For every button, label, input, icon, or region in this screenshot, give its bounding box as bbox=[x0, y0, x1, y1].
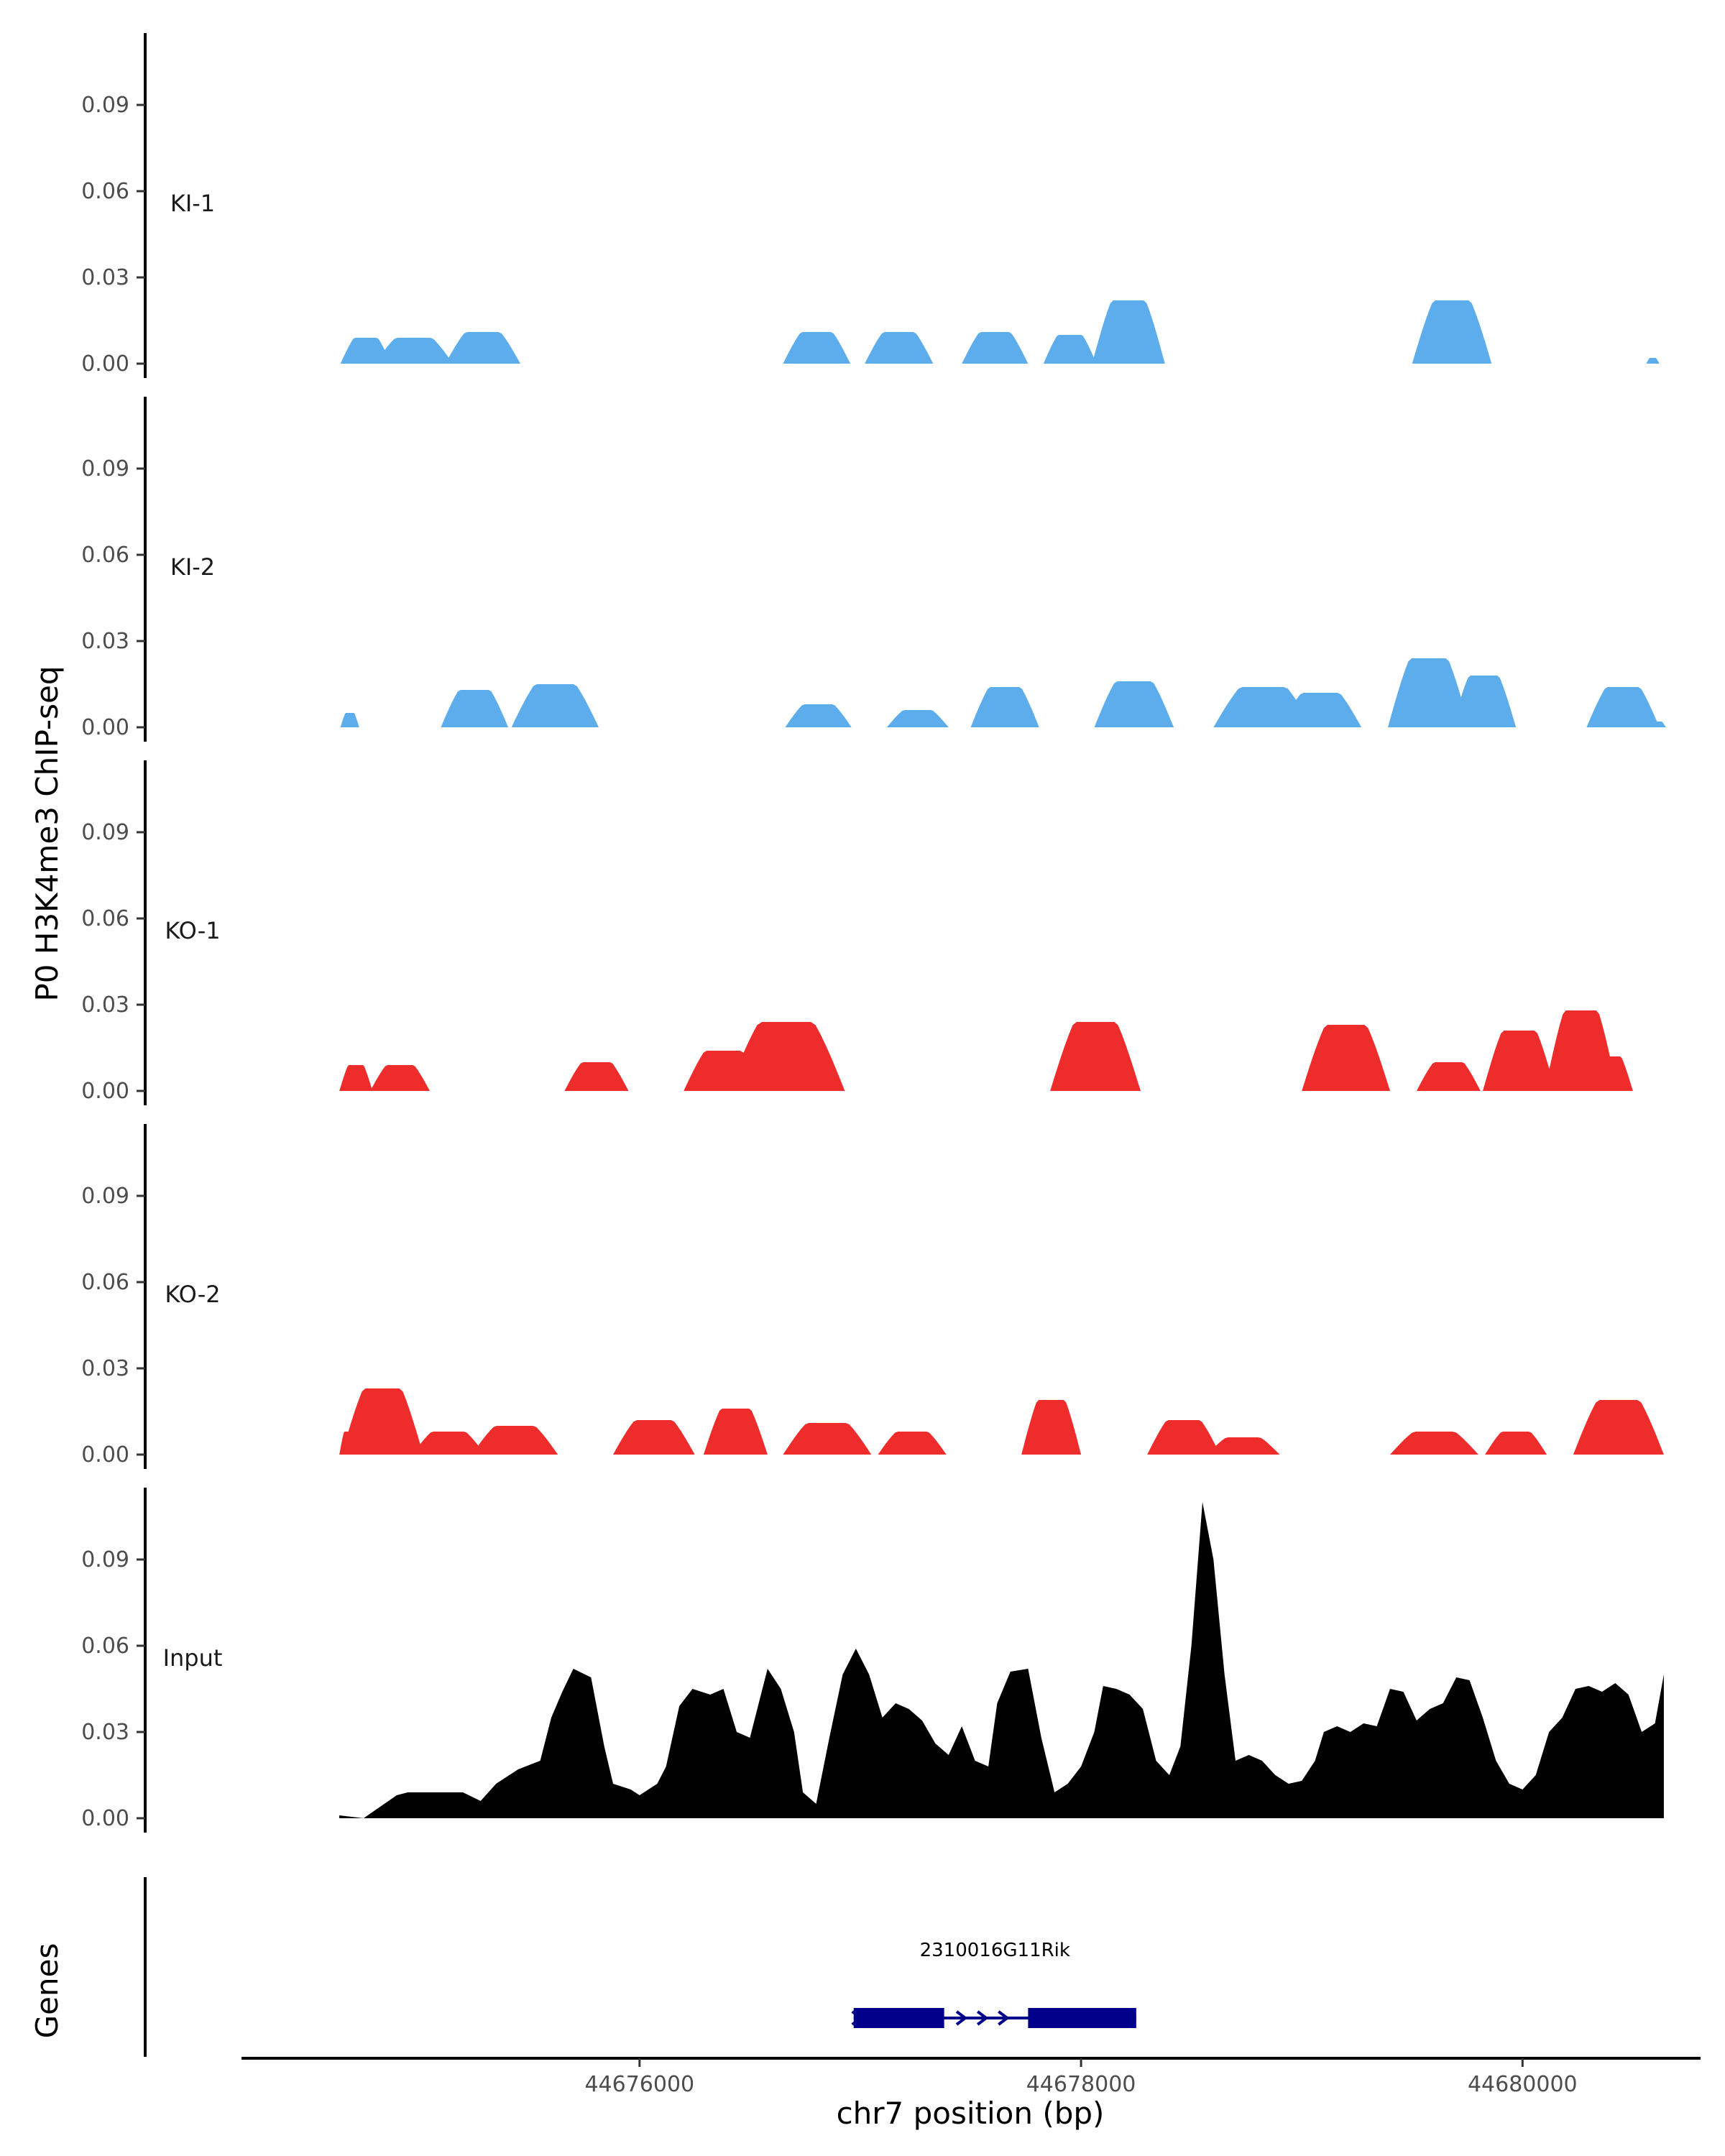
genes-axis-title: Genes bbox=[29, 1943, 65, 2039]
input-track-label: Input bbox=[163, 1644, 223, 1672]
input-y-tick-label: 0.06 bbox=[81, 1634, 129, 1659]
gene-exon bbox=[853, 2008, 944, 2028]
ko-1-y-tick-label: 0.06 bbox=[81, 906, 129, 931]
ki-2-peak bbox=[1650, 722, 1666, 727]
ko-1-peak bbox=[727, 1022, 845, 1091]
ki-2-peak bbox=[970, 687, 1039, 727]
ko-2-peak bbox=[1573, 1400, 1664, 1455]
gene-track: 2310016G11Rik bbox=[144, 1877, 1136, 2057]
ki-2-peak bbox=[1279, 693, 1362, 727]
ki-2-y-tick-label: 0.03 bbox=[81, 629, 129, 654]
strand-arrow bbox=[998, 2010, 1010, 2026]
ki-2-peak bbox=[340, 713, 359, 727]
ki-1-peak bbox=[1646, 358, 1660, 364]
ki-2-peak bbox=[511, 684, 599, 727]
ki-1-peak bbox=[1043, 335, 1097, 364]
ko-2-peak bbox=[878, 1432, 947, 1455]
input-y-tick-label: 0.09 bbox=[81, 1547, 129, 1572]
strand-arrow bbox=[976, 2010, 989, 2026]
gene-exon bbox=[1028, 2008, 1136, 2028]
ki-1-peak bbox=[865, 332, 934, 364]
x-axis-title: chr7 position (bp) bbox=[837, 2096, 1105, 2131]
ko-1-track-label: KO-1 bbox=[165, 917, 220, 944]
ki-1-peak bbox=[962, 332, 1029, 364]
ko-2-peak bbox=[1021, 1400, 1082, 1455]
input-y-tick-label: 0.03 bbox=[81, 1720, 129, 1745]
ki-2-peak bbox=[441, 690, 509, 727]
ki-1-y-tick-label: 0.03 bbox=[81, 265, 129, 290]
x-tick-label: 44680000 bbox=[1468, 2072, 1578, 2097]
ki-1-track-label: KI-1 bbox=[170, 190, 215, 217]
ki-2-y-tick-label: 0.00 bbox=[81, 715, 129, 740]
ki-1-peak bbox=[1412, 300, 1492, 364]
ki-2-peak bbox=[1586, 687, 1660, 727]
ko-2-peak bbox=[783, 1423, 872, 1455]
ki-2-y-tick-label: 0.06 bbox=[81, 543, 129, 568]
ko-1-y-tick-label: 0.00 bbox=[81, 1079, 129, 1104]
input-y-tick-label: 0.00 bbox=[81, 1806, 129, 1831]
ki-1-y-tick-label: 0.06 bbox=[81, 179, 129, 204]
ki-2-peak bbox=[785, 704, 852, 727]
ko-1-y-tick-label: 0.09 bbox=[81, 820, 129, 845]
ki-1-peak bbox=[783, 332, 851, 364]
ko-2-peak bbox=[1147, 1420, 1220, 1455]
gene-name-label: 2310016G11Rik bbox=[920, 1940, 1070, 1961]
track-input: 0.00 0.03 0.06 0.09 Input bbox=[81, 1488, 1664, 1833]
ko-1-peak bbox=[1050, 1022, 1141, 1091]
ki-1-peak bbox=[374, 338, 454, 364]
track-ko-1: 0.00 0.03 0.06 0.09 KO-1 bbox=[81, 760, 1633, 1105]
ko-2-peak bbox=[1390, 1432, 1478, 1455]
ko-2-y-tick-label: 0.06 bbox=[81, 1270, 129, 1295]
ko-1-peak bbox=[1302, 1025, 1390, 1091]
ko-2-peak bbox=[613, 1420, 695, 1455]
ko-2-peak bbox=[703, 1409, 768, 1455]
ki-1-peak bbox=[445, 332, 520, 364]
ko-1-peak bbox=[564, 1062, 629, 1091]
x-tick-label: 44676000 bbox=[584, 2072, 694, 2097]
input-coverage-area bbox=[339, 1502, 1664, 1818]
ki-2-y-tick-label: 0.09 bbox=[81, 456, 129, 482]
ki-2-track-label: KI-2 bbox=[170, 553, 215, 581]
ko-1-y-tick-label: 0.03 bbox=[81, 992, 129, 1018]
ki-2-peak bbox=[1094, 681, 1174, 727]
x-tick-label: 44678000 bbox=[1026, 2072, 1136, 2097]
ko-1-peak bbox=[1483, 1031, 1556, 1091]
ko-2-peak bbox=[472, 1426, 558, 1455]
ko-2-peak bbox=[412, 1432, 485, 1455]
y-axis-title: P0 H3K4me3 ChIP-seq bbox=[29, 665, 65, 1001]
track-ki-2: 0.00 0.03 0.06 0.09 KI-2 bbox=[81, 397, 1666, 742]
ko-2-peak bbox=[1485, 1432, 1547, 1455]
ko-1-peak bbox=[1416, 1062, 1481, 1091]
ki-1-peak bbox=[1092, 300, 1165, 364]
track-ki-1: 0.00 0.03 0.06 0.09 KI-1 bbox=[81, 33, 1660, 378]
ko-1-peak bbox=[1588, 1056, 1633, 1091]
ki-2-peak bbox=[1388, 658, 1470, 727]
ko-2-track-label: KO-2 bbox=[165, 1281, 220, 1308]
ki-1-y-tick-label: 0.09 bbox=[81, 93, 129, 118]
tracks-layer: 0.00 0.03 0.06 0.09 KI-1 0.00 0.03 0.06 0.09 KI-2… bbox=[81, 33, 1666, 1833]
strand-arrow bbox=[955, 2010, 968, 2026]
ki-2-peak bbox=[1452, 676, 1517, 727]
ko-2-y-tick-label: 0.09 bbox=[81, 1184, 129, 1209]
ko-2-y-tick-label: 0.03 bbox=[81, 1356, 129, 1381]
ko-2-peak bbox=[1207, 1437, 1280, 1455]
ko-2-peak bbox=[341, 1388, 423, 1455]
x-axis: 44676000 44678000 44680000 bbox=[242, 2057, 1701, 2097]
ki-1-y-tick-label: 0.00 bbox=[81, 351, 129, 377]
track-ko-2: 0.00 0.03 0.06 0.09 KO-2 bbox=[81, 1124, 1664, 1469]
ki-2-peak bbox=[886, 710, 949, 727]
ko-2-y-tick-label: 0.00 bbox=[81, 1442, 129, 1468]
ko-1-peak bbox=[339, 1065, 373, 1091]
ko-1-peak bbox=[370, 1065, 431, 1091]
ki-1-peak bbox=[340, 338, 392, 364]
